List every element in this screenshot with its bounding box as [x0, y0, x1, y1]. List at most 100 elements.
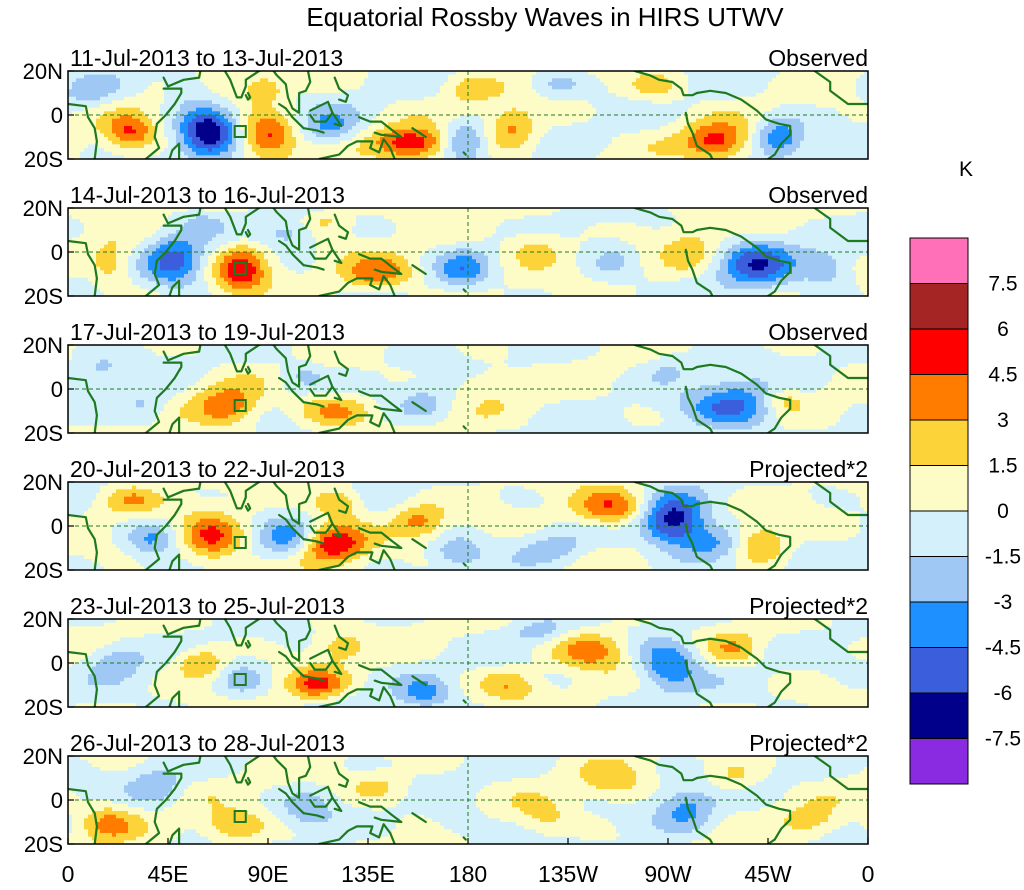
heat-cell [288, 129, 293, 134]
heat-cell [180, 85, 185, 90]
heat-cell [404, 93, 409, 98]
heat-cell [276, 115, 281, 120]
heat-cell [124, 107, 129, 112]
heat-cell [368, 137, 373, 142]
heat-cell [340, 118, 345, 123]
heat-cell [844, 151, 849, 156]
heat-cell [348, 82, 353, 87]
heat-cell [532, 82, 537, 87]
heat-cell [164, 115, 169, 120]
heat-cell [116, 74, 121, 79]
heat-cell [440, 93, 445, 98]
heat-cell [804, 122, 809, 127]
heat-cell [696, 133, 701, 138]
heat-cell [188, 148, 193, 153]
heat-cell [856, 122, 861, 127]
heat-cell [356, 104, 361, 109]
heat-cell [484, 122, 489, 127]
heat-cell [532, 85, 537, 90]
heat-cell [308, 140, 313, 145]
heat-cell [280, 111, 285, 116]
heat-cell [356, 129, 361, 134]
heat-cell [772, 100, 777, 105]
heat-cell [312, 137, 317, 142]
heat-cell [108, 85, 113, 90]
heat-cell [348, 140, 353, 145]
heat-cell [792, 126, 797, 131]
heat-cell [344, 85, 349, 90]
heat-cell [124, 137, 129, 142]
heat-cell [848, 93, 853, 98]
heat-cell [196, 78, 201, 83]
heat-cell [848, 104, 853, 109]
heat-cell [680, 74, 685, 79]
heat-cell [388, 82, 393, 87]
heat-cell [792, 122, 797, 127]
heat-cell [616, 107, 621, 112]
heat-cell [100, 74, 105, 79]
heat-cell [380, 129, 385, 134]
heat-cell [80, 122, 85, 127]
heat-cell [148, 71, 153, 76]
heat-cell [636, 93, 641, 98]
heat-cell [112, 74, 117, 79]
heat-cell [664, 148, 669, 153]
heat-cell [396, 137, 401, 142]
heat-cell [156, 155, 161, 159]
heat-cell [128, 208, 133, 213]
heat-cell [696, 126, 701, 131]
heat-cell [536, 100, 541, 105]
heat-cell [148, 208, 153, 213]
heat-cell [848, 140, 853, 145]
heat-cell [612, 118, 617, 123]
heat-cell [160, 144, 165, 149]
heat-cell [852, 115, 857, 120]
heat-cell [424, 144, 429, 149]
heat-cell [396, 111, 401, 116]
heat-cell [348, 107, 353, 112]
heat-cell [724, 111, 729, 116]
heat-cell [268, 208, 273, 213]
heat-cell [224, 85, 229, 90]
heat-cell [112, 137, 117, 142]
heat-cell [700, 151, 705, 156]
heat-cell [452, 71, 457, 76]
heat-cell [792, 96, 797, 101]
heat-cell [540, 82, 545, 87]
heat-cell [84, 155, 89, 159]
heat-cell [84, 140, 89, 145]
heat-cell [232, 122, 237, 127]
heat-cell [284, 129, 289, 134]
heat-cell [432, 71, 437, 76]
heat-cell [316, 208, 321, 213]
heat-cell [124, 93, 129, 98]
heat-cell [344, 129, 349, 134]
heat-cell [544, 122, 549, 127]
heat-cell [288, 155, 293, 159]
heat-cell [860, 78, 865, 83]
heat-cell [840, 74, 845, 79]
heat-cell [464, 74, 469, 79]
heat-cell [244, 155, 249, 159]
heat-cell [324, 96, 329, 101]
heat-cell [120, 93, 125, 98]
heat-cell [136, 208, 141, 213]
heat-cell [796, 89, 801, 94]
heat-cell [200, 111, 205, 116]
heat-cell [264, 74, 269, 79]
heat-cell [604, 148, 609, 153]
heat-cell [520, 140, 525, 145]
heat-cell [508, 71, 513, 76]
heat-cell [132, 129, 137, 134]
heat-cell [628, 85, 633, 90]
heat-cell [292, 104, 297, 109]
heat-cell [96, 122, 101, 127]
heat-cell [852, 71, 857, 76]
heat-cell [300, 140, 305, 145]
heat-cell [172, 78, 177, 83]
heat-cell [796, 122, 801, 127]
heat-cell [264, 115, 269, 120]
heat-cell [608, 133, 613, 138]
